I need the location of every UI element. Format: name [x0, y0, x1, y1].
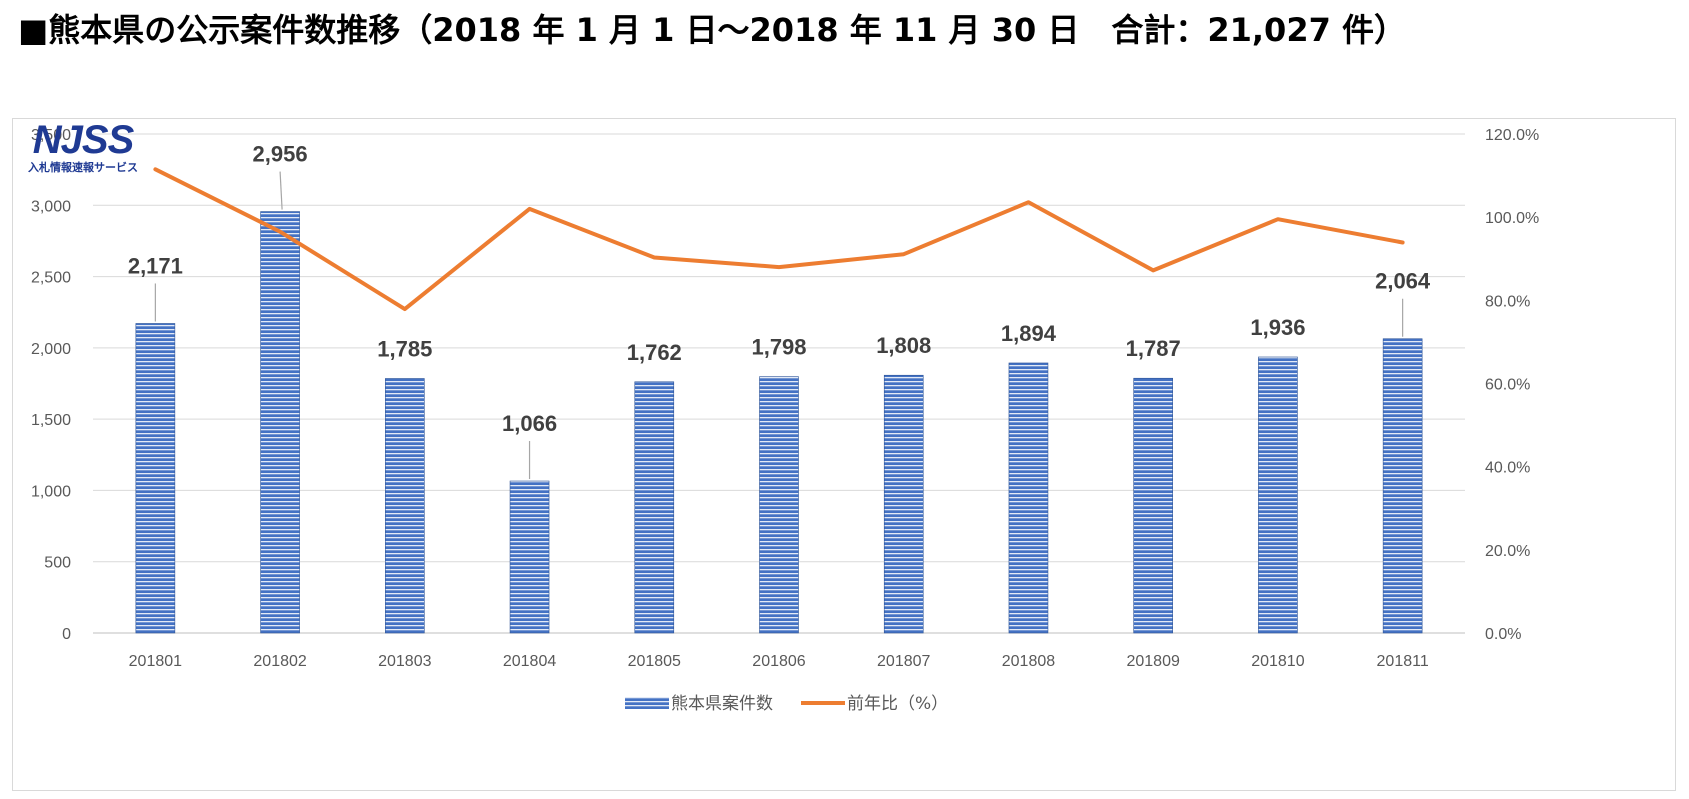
x-tick-label: 201803 — [378, 653, 431, 670]
bar-data-label: 2,956 — [253, 142, 308, 167]
bar — [385, 378, 425, 634]
bar-data-label: 2,171 — [128, 253, 183, 278]
x-tick-label: 201808 — [1002, 653, 1055, 670]
bar-data-label: 1,785 — [377, 337, 432, 362]
bar — [1133, 377, 1173, 634]
bar — [135, 323, 176, 634]
bar — [509, 480, 550, 634]
data-labels: 2,171 2,956 1,785 1,066 1,762 1,798 1,808 1,894… — [128, 142, 1431, 480]
y-right-tick-label: 120.0% — [1485, 127, 1539, 144]
legend-label-line: 前年比（%） — [847, 694, 948, 714]
x-tick-label: 201807 — [877, 653, 930, 670]
bar-data-label: 2,064 — [1375, 269, 1431, 294]
bar-data-label: 1,066 — [502, 411, 557, 436]
y-right-tick-label: 80.0% — [1485, 293, 1530, 310]
yoy-line — [153, 167, 1405, 312]
legend: 熊本県案件数 前年比（%） — [625, 694, 948, 714]
legend-swatch-bar — [625, 697, 669, 709]
axes: 0 500 1,000 1,500 2,000 2,500 3,000 3,500 0.0% 20… — [31, 127, 1539, 670]
y-right-tick-label: 60.0% — [1485, 377, 1530, 394]
njss-logo: NJSS 入札情報速報サービス — [28, 119, 138, 174]
y-right-tick-label: 40.0% — [1485, 460, 1530, 477]
bar-data-label: 1,808 — [876, 333, 931, 358]
page-title: ■熊本県の公示案件数推移（2018 年 1 月 1 日～2018 年 11 月 … — [18, 11, 1406, 49]
bar — [1258, 356, 1298, 634]
line-series — [153, 167, 1405, 312]
x-tick-label: 201804 — [503, 653, 556, 670]
bar — [634, 381, 675, 634]
x-tick-label: 201806 — [752, 653, 805, 670]
bar-data-label: 1,936 — [1250, 315, 1305, 340]
combo-chart: 2,171 2,956 1,785 1,066 1,762 1,798 1,808 1,894… — [31, 127, 1539, 714]
y-right-tick-label: 100.0% — [1485, 210, 1539, 227]
x-tick-label: 201811 — [1377, 653, 1429, 670]
bar-data-label: 1,787 — [1126, 336, 1181, 361]
y-left-tick-label: 500 — [44, 555, 71, 572]
y-right-tick-label: 20.0% — [1485, 543, 1530, 560]
y-left-tick-label: 0 — [62, 626, 71, 643]
bar-data-label: 1,894 — [1001, 321, 1057, 346]
y-left-tick-label: 3,000 — [31, 198, 71, 215]
bar — [759, 376, 799, 634]
label-leader-line — [279, 171, 283, 210]
bar — [1382, 338, 1423, 634]
x-tick-label: 201809 — [1126, 653, 1179, 670]
y-left-tick-label: 2,000 — [31, 341, 71, 358]
njss-logo-text: NJSS — [33, 119, 135, 162]
bar — [260, 211, 300, 634]
chart-frame: 2,171 2,956 1,785 1,066 1,762 1,798 1,808 1,894… — [12, 118, 1676, 791]
bar-data-label: 1,798 — [751, 335, 806, 360]
y-left-tick-label: 1,000 — [31, 483, 71, 500]
y-left-tick-label: 1,500 — [31, 412, 71, 429]
x-tick-label: 201805 — [628, 653, 681, 670]
x-tick-label: 201801 — [129, 653, 182, 670]
njss-logo-subtext: 入札情報速報サービス — [28, 160, 138, 174]
bar — [883, 374, 924, 634]
y-left-tick-label: 2,500 — [31, 270, 71, 287]
y-left-tick-label: 3,500 — [31, 127, 71, 144]
bar-data-label: 1,762 — [627, 340, 682, 365]
x-tick-label: 201802 — [253, 653, 306, 670]
bar — [1008, 362, 1049, 634]
y-right-tick-label: 0.0% — [1485, 626, 1521, 643]
legend-label-bar: 熊本県案件数 — [671, 694, 773, 714]
x-tick-label: 201810 — [1251, 653, 1304, 670]
bar-series — [135, 211, 1423, 634]
